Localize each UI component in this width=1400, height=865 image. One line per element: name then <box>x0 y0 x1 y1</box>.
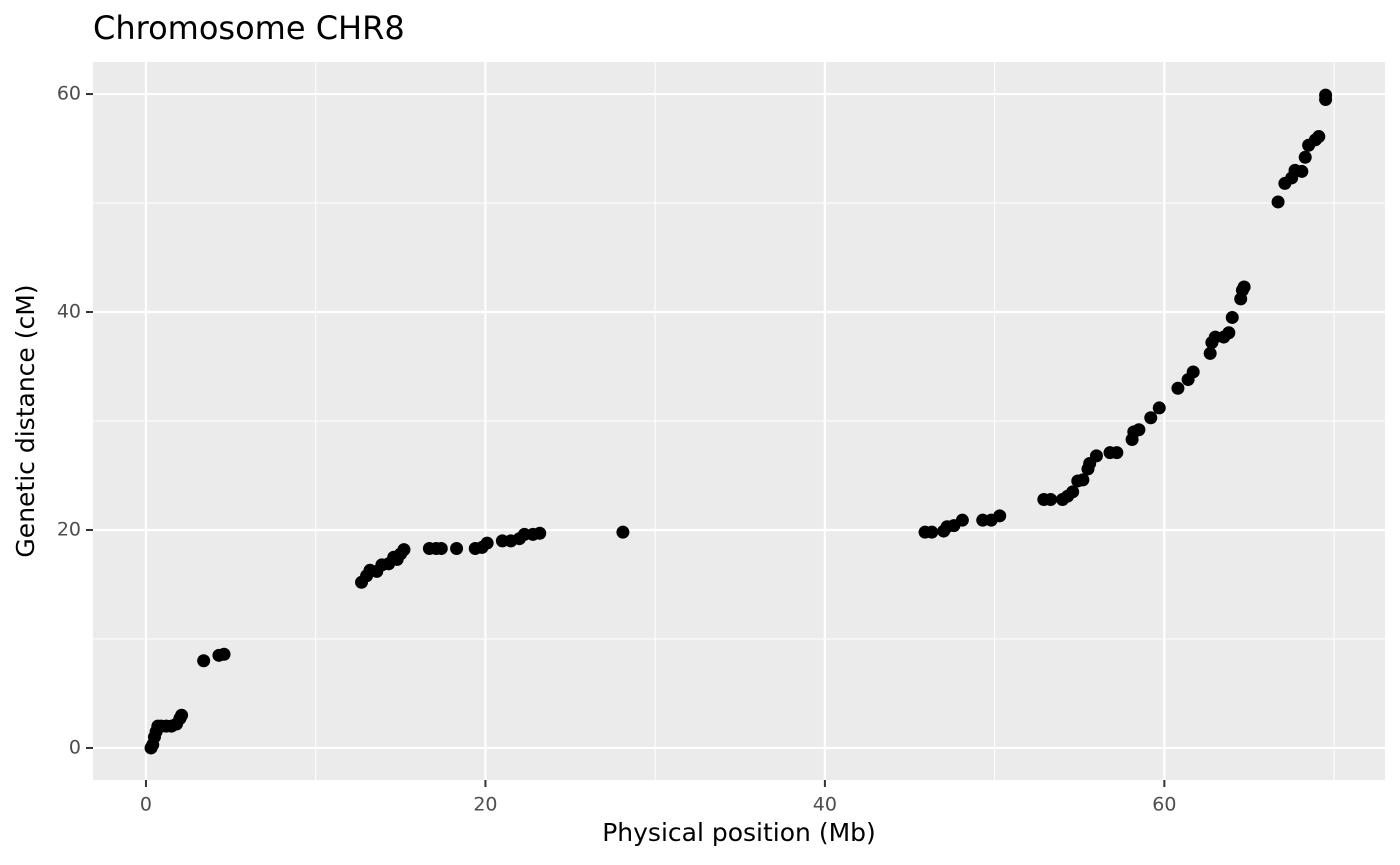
point <box>1089 449 1103 463</box>
point <box>1271 195 1285 209</box>
point <box>450 542 464 556</box>
point <box>197 654 211 668</box>
point <box>1295 164 1309 178</box>
point <box>1203 346 1217 360</box>
point <box>1144 411 1158 425</box>
y-tick-label: 40 <box>57 301 81 323</box>
x-tick-label: 0 <box>140 794 152 816</box>
point <box>1076 473 1090 487</box>
point <box>434 542 448 556</box>
x-tick-label: 40 <box>813 794 837 816</box>
point <box>616 525 630 539</box>
point <box>993 509 1007 523</box>
point <box>1171 381 1185 395</box>
x-tick-label: 20 <box>473 794 497 816</box>
point <box>1312 130 1326 144</box>
y-tick-label: 60 <box>57 83 81 105</box>
point <box>533 526 547 540</box>
x-tick-label: 60 <box>1152 794 1176 816</box>
point <box>1222 326 1236 340</box>
x-axis-label: Physical position (Mb) <box>602 818 876 847</box>
point <box>1237 280 1251 294</box>
point <box>397 543 411 557</box>
point <box>925 525 939 539</box>
y-axis-label: Genetic distance (cM) <box>11 284 40 557</box>
point <box>480 536 494 550</box>
point <box>1066 485 1080 499</box>
point <box>1132 423 1146 437</box>
point <box>955 513 969 527</box>
point <box>1152 401 1166 415</box>
point <box>217 647 231 661</box>
chart-title: Chromosome CHR8 <box>93 9 405 47</box>
point <box>1225 310 1239 324</box>
point <box>1110 446 1124 460</box>
point <box>1044 492 1058 506</box>
point <box>1186 365 1200 379</box>
point <box>1319 88 1333 102</box>
point <box>175 708 189 722</box>
point <box>1298 150 1312 164</box>
y-tick-label: 20 <box>57 518 81 540</box>
y-tick-label: 0 <box>69 736 81 758</box>
